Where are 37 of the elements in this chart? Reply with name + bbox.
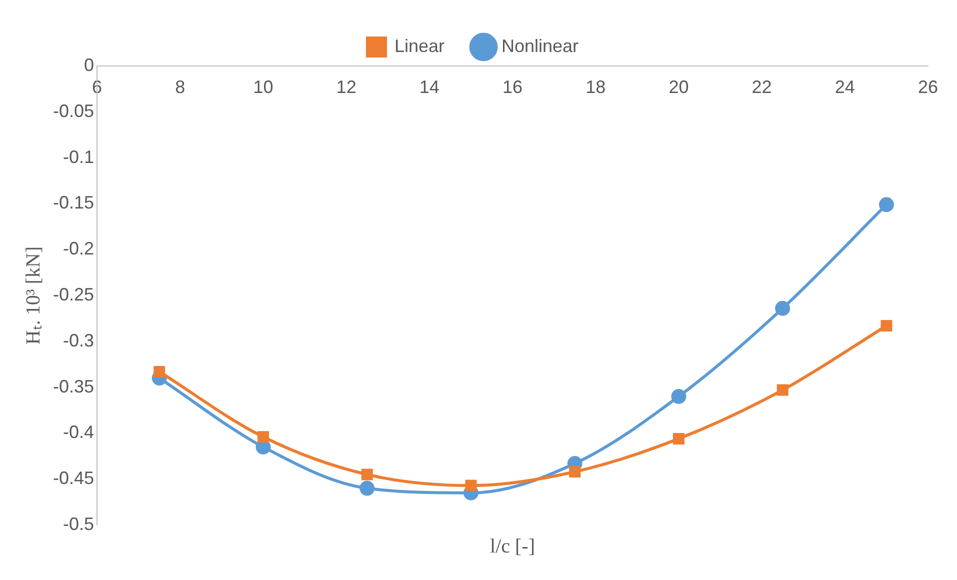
point	[776, 384, 788, 396]
y-tick-label: -0.4	[62, 422, 94, 442]
point	[569, 466, 581, 478]
x-tick-label: 18	[586, 76, 606, 97]
y-tick-label: -0.1	[62, 146, 94, 167]
y-tick-label: -0.25	[52, 284, 94, 304]
y-tick-label: -0.3	[62, 330, 94, 350]
legend-label: Nonlinear	[501, 36, 579, 56]
y-axis-title: Hₜ. 10³ [kN]	[22, 246, 44, 345]
point	[361, 468, 373, 480]
point	[257, 431, 269, 443]
x-tick-label: 12	[336, 76, 356, 97]
point	[154, 366, 166, 378]
x-tick-label: 16	[502, 76, 523, 97]
y-tick-label: 0	[84, 54, 94, 75]
y-tick-label: -0.5	[62, 514, 94, 534]
y-tick-label: -0.35	[52, 376, 94, 396]
point	[775, 300, 790, 316]
point	[360, 480, 375, 496]
x-tick-label: 20	[668, 76, 689, 97]
x-tick-label: 14	[419, 76, 440, 97]
legend-label: Linear	[394, 36, 445, 56]
x-axis-title: l/c [-]	[490, 535, 536, 558]
y-tick-label: -0.2	[62, 238, 94, 259]
y-tick-label: -0.45	[52, 468, 94, 488]
point	[465, 480, 477, 492]
x-tick-label: 22	[752, 76, 772, 97]
x-tick-label: 26	[918, 76, 938, 97]
point	[880, 320, 892, 332]
x-tick-label: 10	[253, 76, 274, 97]
point	[672, 432, 684, 444]
y-tick-label: -0.05	[52, 100, 94, 121]
y-tick-label: -0.15	[52, 192, 94, 213]
point	[878, 197, 894, 212]
x-tick-label: 24	[834, 76, 855, 97]
point	[671, 388, 686, 404]
x-tick-label: 8	[175, 76, 186, 97]
